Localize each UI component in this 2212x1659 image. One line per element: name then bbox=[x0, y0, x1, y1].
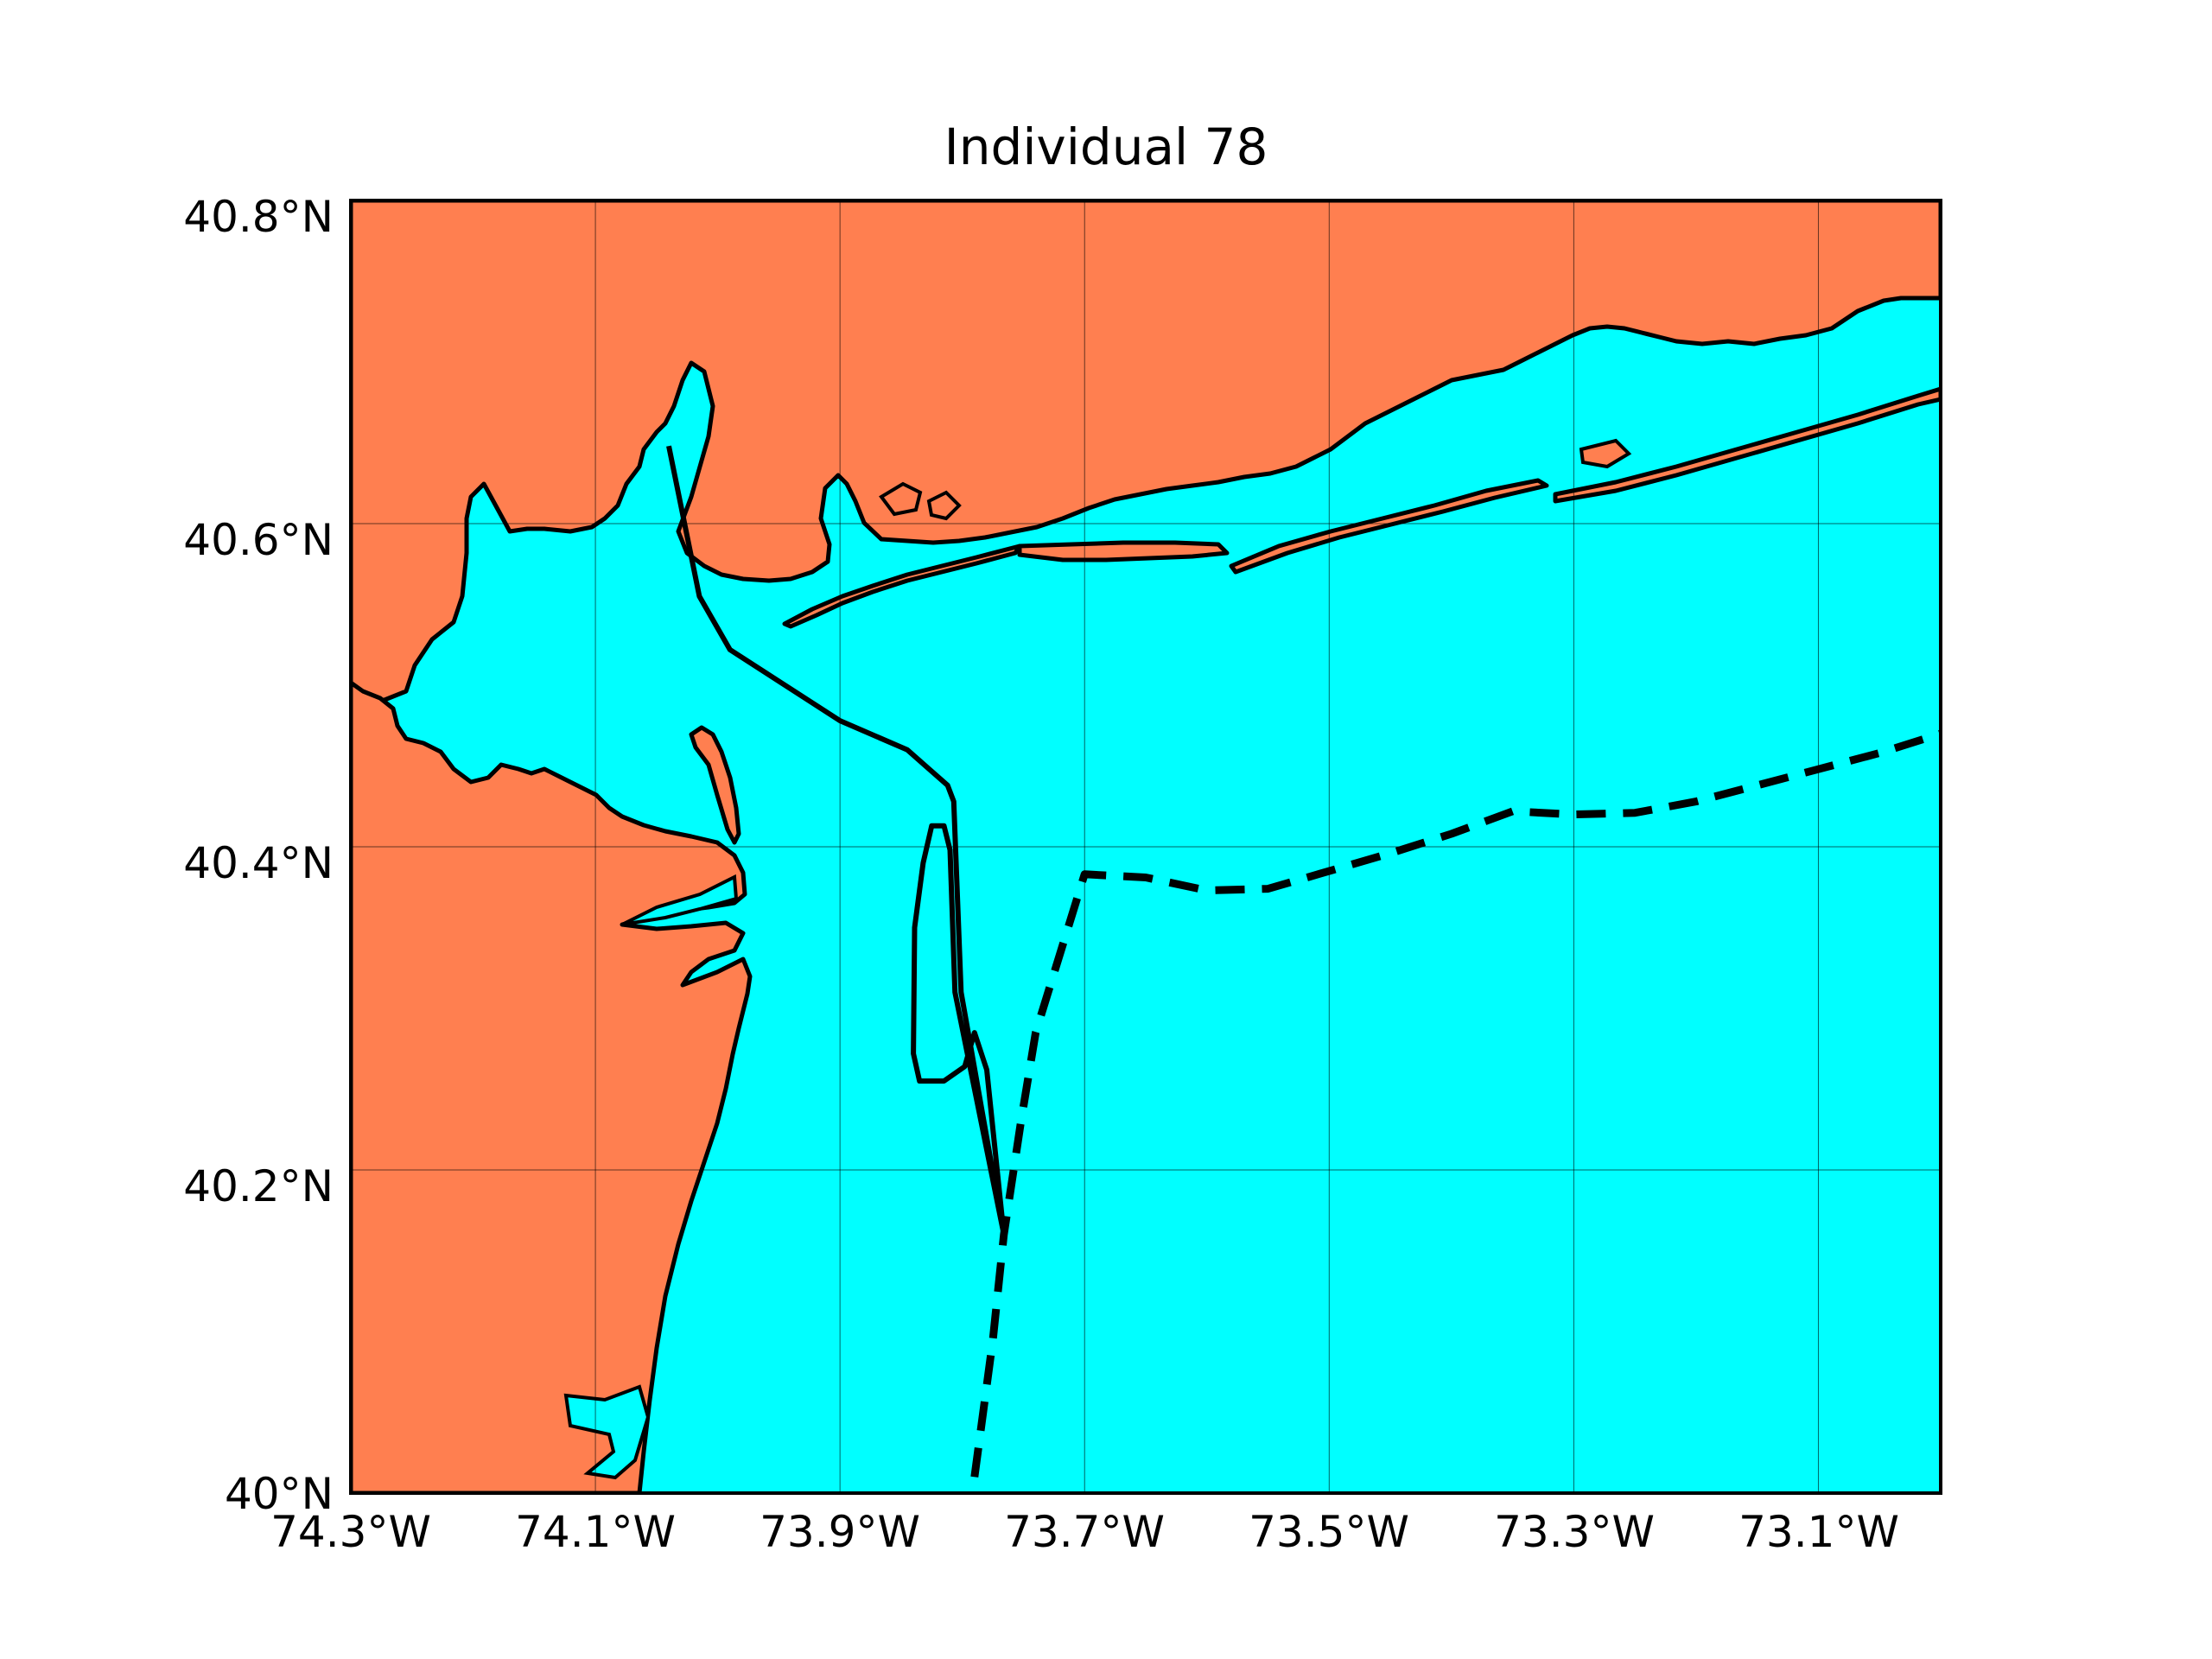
track-layer bbox=[666, 445, 1941, 1478]
land-bay-island-3 bbox=[1579, 438, 1632, 469]
x-tick-label: 73.7°W bbox=[1004, 1507, 1165, 1557]
y-tick-label: 40.2°N bbox=[183, 1161, 334, 1211]
water-lagoon-south bbox=[563, 1384, 651, 1480]
land-mainland bbox=[351, 200, 1941, 720]
water-shrewsbury bbox=[621, 874, 739, 926]
land-long-beach bbox=[1017, 540, 1230, 563]
land-rockaway bbox=[782, 543, 1022, 629]
y-tick-label: 40°N bbox=[225, 1469, 334, 1519]
x-tick-label: 73.5°W bbox=[1249, 1507, 1409, 1557]
y-tick-label: 40.6°N bbox=[183, 515, 334, 565]
land-fire-island-east bbox=[1553, 386, 1941, 504]
y-axis-labels: 40.8°N 40.6°N 40.4°N 40.2°N 40°N bbox=[183, 192, 334, 1519]
land-bay-island-2 bbox=[926, 490, 962, 521]
y-tick-label: 40.4°N bbox=[183, 838, 334, 888]
x-tick-label: 74.3°W bbox=[270, 1507, 431, 1557]
land-fire-island bbox=[1229, 478, 1549, 575]
y-tick-label: 40.8°N bbox=[183, 192, 334, 242]
x-tick-label: 73.1°W bbox=[1738, 1507, 1899, 1557]
land-bay-island-1 bbox=[879, 481, 923, 517]
x-tick-label: 74.1°W bbox=[515, 1507, 676, 1557]
x-tick-label: 73.9°W bbox=[760, 1507, 920, 1557]
track-solid bbox=[666, 445, 1007, 1237]
map-frame bbox=[349, 199, 1942, 1495]
chart-title: Individual 78 bbox=[944, 118, 1268, 176]
x-tick-label: 73.3°W bbox=[1494, 1507, 1655, 1557]
land-sandy-hook bbox=[689, 725, 741, 845]
x-axis-labels: 74.3°W 74.1°W 73.9°W 73.7°W 73.5°W 73.3°… bbox=[270, 1507, 1899, 1557]
track-dashed bbox=[970, 729, 1941, 1478]
